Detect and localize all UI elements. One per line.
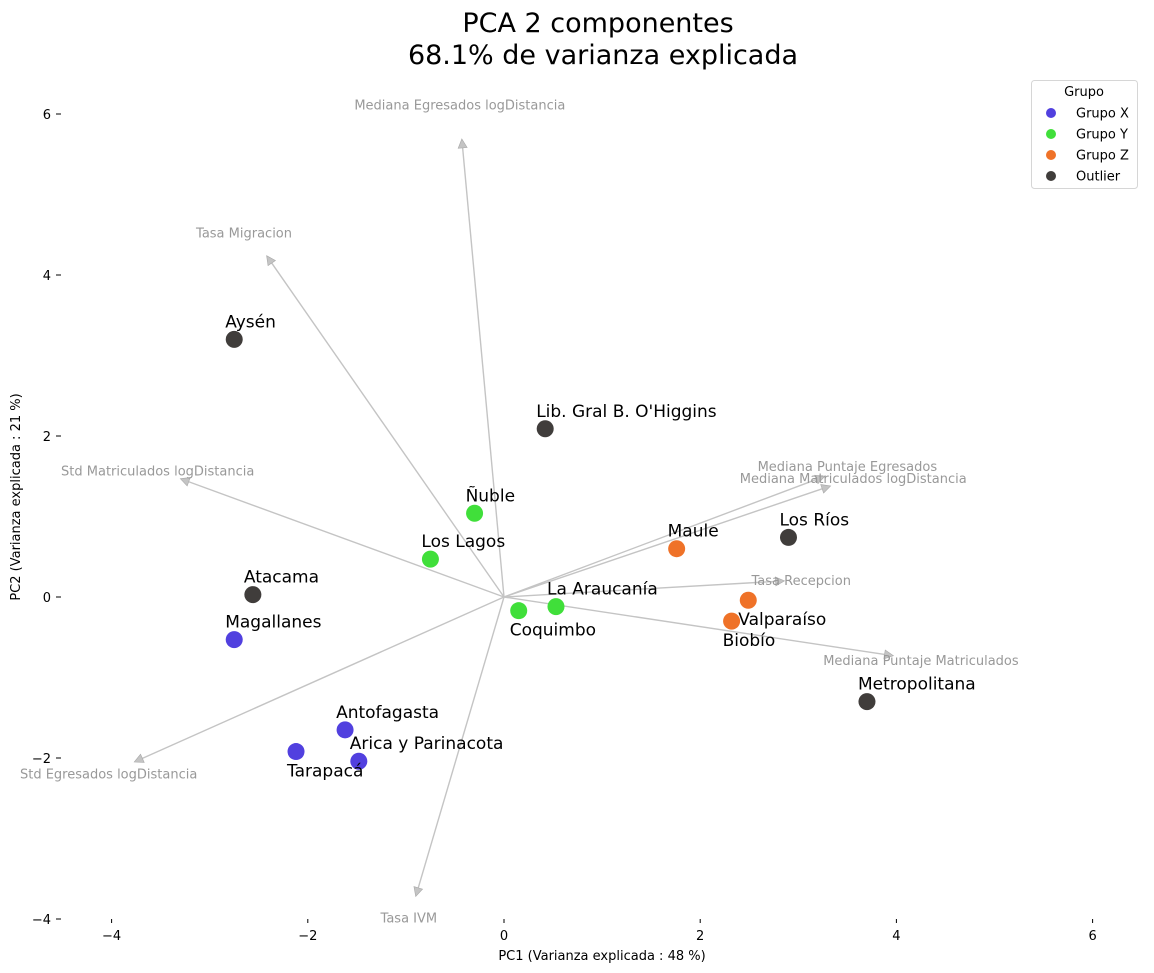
y-tick-label: −2: [32, 752, 51, 767]
loading-arrowhead: [266, 255, 277, 267]
loading-arrowhead: [814, 474, 826, 485]
loading-arrow-mediana-puntaje-matriculados: [503, 596, 885, 656]
data-points: Magallanes Antofagasta Arica y Parinacota T…: [225, 312, 975, 781]
loading-arrow-mediana-egresados-logdistancia: [461, 147, 505, 598]
loading-label-tasa-recepcion: Tasa Recepcion: [751, 574, 851, 589]
legend: Grupo Grupo X Grupo Y Grupo Z Outlier: [1031, 80, 1138, 189]
loading-arrow-tasa-ivm: [417, 596, 505, 889]
loading-arrow-mediana-puntaje-egresados: [503, 478, 817, 598]
point-tarapaca: [287, 743, 305, 761]
point-biobio: [723, 612, 741, 630]
point-valparaiso: [739, 591, 757, 609]
loading-arrow-std-matriculados-logdistancia: [188, 481, 505, 598]
y-tick-label: 4: [43, 269, 51, 284]
chart-title-line1: PCA 2 componentes: [462, 8, 733, 39]
legend-label-outlier: Outlier: [1076, 170, 1121, 185]
point-nuble: [466, 504, 484, 522]
loading-label-tasa-migracion: Tasa Migracion: [195, 226, 292, 241]
x-tick-label: 6: [1088, 929, 1096, 944]
legend-marker-grupo-z: [1046, 150, 1056, 160]
point-label-los-lagos: Los Lagos: [421, 532, 505, 552]
loading-arrow-mediana-matriculados-logdistancia: [503, 488, 823, 598]
point-label-maule: Maule: [668, 522, 719, 542]
point-magallanes: [225, 631, 243, 649]
y-axis-label: PC2 (Varianza explicada : 21 %): [9, 393, 24, 600]
point-label-lib-gral-b-o-higgins: Lib. Gral B. O'Higgins: [536, 402, 717, 422]
x-tick-label: 0: [500, 929, 508, 944]
loading-label-mediana-matriculados-logdistancia: Mediana Matriculados logDistancia: [740, 472, 967, 487]
loading-arrowhead: [413, 886, 424, 898]
chart-title-line2: 68.1% de varianza explicada: [408, 40, 798, 71]
legend-label-grupo-x: Grupo X: [1076, 107, 1129, 122]
point-label-atacama: Atacama: [244, 568, 319, 588]
y-tick-label: 2: [43, 430, 51, 445]
point-label-coquimbo: Coquimbo: [510, 621, 596, 641]
x-tick-label: 2: [696, 929, 704, 944]
point-atacama: [244, 586, 262, 604]
point-label-arica-y-parinacota: Arica y Parinacota: [350, 734, 504, 754]
point-label-biobio: Biobío: [723, 631, 776, 651]
x-tick-label: −2: [298, 929, 317, 944]
point-label-la-araucania: La Araucanía: [547, 580, 658, 600]
legend-label-grupo-z: Grupo Z: [1076, 149, 1129, 164]
point-aysen: [225, 330, 243, 348]
legend-title: Grupo: [1064, 85, 1104, 100]
point-arica-y-parinacota: [350, 752, 368, 770]
legend-box: [1031, 80, 1138, 189]
x-tick-label: −4: [102, 929, 121, 944]
y-tick-label: 0: [43, 591, 51, 606]
point-label-antofagasta: Antofagasta: [336, 703, 439, 723]
legend-marker-outlier: [1046, 171, 1056, 181]
loading-arrowhead: [883, 649, 895, 660]
point-label-aysen: Aysén: [225, 312, 276, 332]
loading-label-std-matriculados-logdistancia: Std Matriculados logDistancia: [61, 465, 254, 480]
legend-label-grupo-y: Grupo Y: [1076, 128, 1128, 143]
y-tick-label: −4: [32, 913, 51, 928]
loading-arrowhead: [133, 753, 145, 763]
loading-label-std-egresados-logdistancia: Std Egresados logDistancia: [20, 767, 197, 782]
point-maule: [668, 540, 686, 558]
loading-arrowhead: [774, 576, 786, 587]
loading-arrow-tasa-migracion: [271, 262, 505, 598]
x-axis-label: PC1 (Varianza explicada : 48 %): [498, 949, 705, 964]
loading-arrowhead: [457, 138, 468, 149]
loading-arrowhead: [179, 477, 191, 487]
point-label-nuble: Ñuble: [466, 484, 515, 506]
loading-arrow-tasa-recepcion: [503, 580, 776, 598]
legend-marker-grupo-y: [1046, 129, 1056, 139]
point-lib-gral-b-o-higgins: [536, 420, 554, 438]
point-label-valparaiso: Valparaíso: [738, 610, 826, 630]
point-coquimbo: [510, 602, 528, 620]
y-tick-label: 6: [43, 108, 51, 123]
point-label-tarapaca: Tarapacá: [286, 762, 363, 782]
loading-arrowhead: [820, 484, 832, 494]
loading-label-mediana-egresados-logdistancia: Mediana Egresados logDistancia: [354, 98, 565, 113]
point-label-metropolitana: Metropolitana: [858, 675, 976, 695]
point-label-magallanes: Magallanes: [225, 613, 321, 633]
point-metropolitana: [858, 693, 876, 711]
loading-label-mediana-puntaje-matriculados: Mediana Puntaje Matriculados: [823, 654, 1019, 669]
point-label-los-rios: Los Ríos: [779, 510, 849, 530]
loading-vectors: Mediana Egresados logDistancia Tasa Migra…: [20, 98, 1019, 926]
loading-label-mediana-puntaje-egresados: Mediana Puntaje Egresados: [758, 460, 938, 475]
axis-ticks: −4 −2 0 2 4 6 −4 −2 0 2 4 6: [32, 108, 1097, 944]
point-antofagasta: [336, 721, 354, 739]
loading-arrow-std-egresados-logdistancia: [142, 596, 505, 759]
loading-label-tasa-ivm: Tasa IVM: [380, 911, 438, 926]
point-los-rios: [779, 528, 797, 546]
x-tick-label: 4: [892, 929, 900, 944]
point-la-araucania: [547, 598, 565, 616]
legend-marker-grupo-x: [1046, 108, 1056, 118]
point-los-lagos: [421, 550, 439, 568]
